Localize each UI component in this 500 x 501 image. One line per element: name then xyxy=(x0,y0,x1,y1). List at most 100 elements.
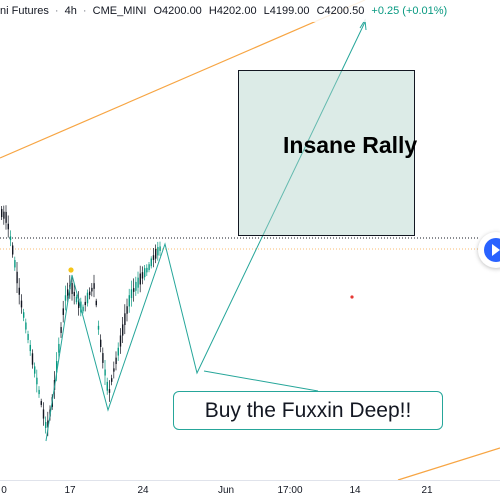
lower-trendline[interactable] xyxy=(397,447,500,481)
time-tick: 14 xyxy=(349,485,361,496)
candle-body xyxy=(159,246,161,252)
candle-body xyxy=(148,264,150,271)
separator-dot-icon: · xyxy=(54,5,59,17)
candle-body xyxy=(150,258,152,267)
chevron-right-icon xyxy=(492,244,500,256)
candle-body xyxy=(97,325,100,330)
candle-body xyxy=(155,249,157,259)
candle-body xyxy=(106,381,108,391)
candle-body xyxy=(82,306,84,312)
candle-body xyxy=(60,327,62,333)
candle-body xyxy=(62,308,64,315)
candle-body xyxy=(104,369,106,376)
candles xyxy=(1,205,161,437)
candle-body xyxy=(3,211,5,219)
candle-body xyxy=(18,287,20,295)
candle-body xyxy=(14,260,16,268)
candle-body xyxy=(108,389,111,393)
candle-body xyxy=(42,409,45,419)
candle-body xyxy=(25,322,27,330)
candle-body xyxy=(29,344,31,352)
interval-label[interactable]: 4h xyxy=(64,5,77,17)
candle-body xyxy=(16,271,18,284)
candle-body xyxy=(40,401,42,405)
candle-body xyxy=(91,287,93,292)
close-value: C4200.50 xyxy=(316,5,365,17)
buy-callout[interactable]: Buy the Fuxxin Deep!! xyxy=(173,391,443,430)
candle-body xyxy=(117,347,119,356)
candle-body xyxy=(67,289,69,296)
candle-body xyxy=(9,236,12,241)
candle-body xyxy=(7,223,9,230)
candle-body xyxy=(144,268,146,278)
time-axis[interactable]: 0 17 24 Jun 17:00 14 21 xyxy=(0,480,500,501)
event-marker-icon[interactable] xyxy=(68,267,74,273)
rally-zone-label: Insane Rally xyxy=(283,132,418,158)
candle-body xyxy=(27,334,29,340)
candle-body xyxy=(124,313,126,326)
candle-body xyxy=(139,273,141,285)
change-value: +0.25 (+0.01%) xyxy=(371,5,448,17)
candle-body xyxy=(78,298,80,309)
candle-body xyxy=(56,360,58,373)
candle-body xyxy=(34,366,36,374)
candle-body xyxy=(135,281,137,291)
symbol-header: ni Futures · 4h · CME_MINI O4200.00 H4202.… xyxy=(0,0,500,22)
candle-body xyxy=(141,272,144,279)
candle-body xyxy=(115,357,117,365)
time-tick: 17 xyxy=(64,485,76,496)
candle-body xyxy=(95,300,97,306)
time-tick: Jun xyxy=(217,485,235,496)
open-value: O4200.00 xyxy=(153,5,202,17)
time-tick: 24 xyxy=(137,485,149,496)
time-tick: 21 xyxy=(421,485,433,496)
exchange-label: CME_MINI xyxy=(92,5,147,17)
symbol-name[interactable]: ni Futures xyxy=(0,5,49,17)
high-value: H4202.00 xyxy=(208,5,257,17)
rally-zone-box[interactable] xyxy=(238,70,415,236)
candle-body xyxy=(102,353,104,363)
candle-body xyxy=(75,296,78,303)
candle-body xyxy=(38,389,40,395)
candle-body xyxy=(93,283,95,289)
candle-body xyxy=(128,295,130,307)
point-marker-icon xyxy=(350,295,354,299)
candle-body xyxy=(58,343,60,353)
candle-body xyxy=(137,277,139,288)
candle-body xyxy=(84,301,86,306)
forecast-path[interactable] xyxy=(45,21,366,442)
separator-dot-icon: · xyxy=(82,5,87,17)
candle-body xyxy=(111,378,113,382)
candle-body xyxy=(100,339,102,347)
upper-trendline[interactable] xyxy=(0,0,366,159)
candle-body xyxy=(152,255,155,260)
time-tick: 17:00 xyxy=(277,485,303,496)
candle-body xyxy=(133,288,135,292)
candle-body xyxy=(157,247,159,256)
candle-body xyxy=(5,211,7,223)
candle-body xyxy=(119,335,122,347)
low-value: L4199.00 xyxy=(263,5,310,17)
candle-body xyxy=(47,420,49,428)
candle-body xyxy=(23,312,25,318)
candle-body xyxy=(31,353,34,365)
time-tick: 0 xyxy=(1,485,7,496)
candle-body xyxy=(36,377,38,385)
candle-body xyxy=(1,208,3,218)
candle-body xyxy=(122,324,124,336)
candle-body xyxy=(113,368,115,372)
candle-body xyxy=(71,283,73,294)
candle-body xyxy=(73,291,75,297)
candle-body xyxy=(130,289,133,299)
scroll-to-realtime-button[interactable] xyxy=(478,232,500,268)
candle-body xyxy=(146,267,148,273)
candle-body xyxy=(86,292,89,304)
candle-body xyxy=(89,291,91,296)
callout-connector xyxy=(203,370,319,392)
candle-body xyxy=(45,422,47,428)
candle-body xyxy=(64,295,67,301)
candle-body xyxy=(126,306,128,314)
candle-body xyxy=(20,300,23,308)
